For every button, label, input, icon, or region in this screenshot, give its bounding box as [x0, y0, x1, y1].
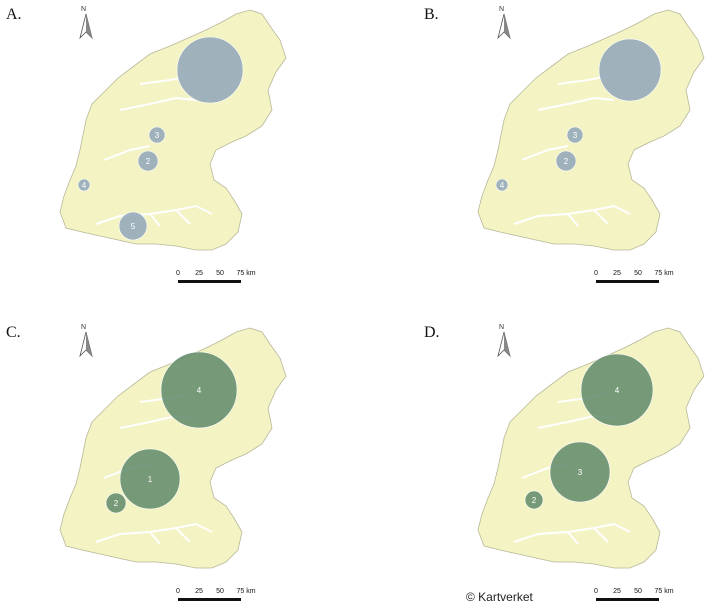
cluster-label: 4: [197, 386, 202, 395]
scale-label-0: 0: [594, 588, 598, 595]
cluster-circle: [555, 150, 577, 172]
cluster-circle: [580, 353, 654, 427]
cluster-label: 2: [114, 499, 119, 508]
scale-label-0: 0: [594, 270, 598, 277]
scale-label-25: 25: [195, 270, 203, 277]
panel-label-d: D.: [424, 324, 440, 341]
cluster-circle: [160, 351, 238, 429]
copyright-text: © Kartverket: [466, 590, 533, 604]
cluster-circle: [105, 492, 127, 514]
scale-label-50: 50: [216, 270, 224, 277]
cluster-circle: [119, 448, 181, 510]
north-arrow-icon: N: [494, 6, 514, 40]
scale-label-25: 25: [195, 588, 203, 595]
scale-label-50: 50: [634, 588, 642, 595]
scale-label-75: 75 km: [654, 270, 674, 277]
map-panel-c: C. N 4 1 2 0 25 50 75 km: [0, 318, 340, 608]
north-label: N: [499, 324, 505, 331]
land-area: [59, 9, 287, 251]
cluster-circle: [77, 178, 91, 192]
scale-label-75: 75 km: [236, 270, 256, 277]
cluster-label: 3: [578, 468, 583, 477]
cluster-circle: [118, 211, 148, 241]
cluster-label: 3: [155, 131, 160, 140]
cluster-label: 3: [573, 131, 578, 140]
norway-region-map: 3 2 4 5: [59, 9, 287, 251]
scale-label-0: 0: [176, 270, 180, 277]
norway-region-map: 4 3 2: [477, 327, 705, 569]
cluster-circle: [148, 126, 166, 144]
north-arrow-icon: N: [76, 6, 96, 40]
cluster-circle: [598, 38, 662, 102]
cluster-circle: [524, 490, 544, 510]
cluster-label: 2: [532, 496, 537, 505]
cluster-label: 2: [564, 157, 569, 166]
scale-label-25: 25: [613, 270, 621, 277]
fjord-lines: [95, 75, 213, 227]
cluster-label: 4: [82, 181, 87, 190]
land-area: [477, 9, 705, 251]
scale-label-75: 75 km: [654, 588, 674, 595]
scale-label-75: 75 km: [236, 588, 256, 595]
cluster-circle: [495, 178, 509, 192]
fjord-lines: [513, 393, 631, 545]
north-arrow-icon: N: [494, 324, 514, 358]
panel-label-b: B.: [424, 6, 439, 23]
panel-label-a: A.: [6, 6, 22, 23]
scale-label-50: 50: [216, 588, 224, 595]
north-label: N: [499, 6, 505, 13]
scale-label-0: 0: [176, 588, 180, 595]
panel-label-c: C.: [6, 324, 21, 341]
cluster-circle: [137, 150, 159, 172]
cluster-circle: [176, 36, 244, 104]
north-arrow-icon: N: [76, 324, 96, 358]
cluster-label: 4: [615, 386, 620, 395]
scale-label-50: 50: [634, 270, 642, 277]
cluster-label: 4: [500, 181, 505, 190]
north-label: N: [81, 324, 87, 331]
map-panel-b: B. N 3 2 4 0 25 50 75 km: [418, 0, 715, 290]
fjord-lines: [513, 75, 631, 227]
norway-region-map: 3 2 4: [477, 9, 705, 251]
scale-label-25: 25: [613, 588, 621, 595]
cluster-label: 1: [148, 475, 153, 484]
cluster-label: 2: [146, 157, 151, 166]
cluster-circle: [566, 126, 584, 144]
norway-region-map: 4 1 2: [59, 327, 287, 569]
cluster-circle: [549, 441, 611, 503]
map-panel-a: A. N 3 2 4 5 0 25 50 75 km: [0, 0, 340, 290]
cluster-label: 5: [131, 222, 136, 231]
map-panel-d: D. N 4 3 2 0 25 50 75 km: [418, 318, 715, 608]
north-label: N: [81, 6, 87, 13]
